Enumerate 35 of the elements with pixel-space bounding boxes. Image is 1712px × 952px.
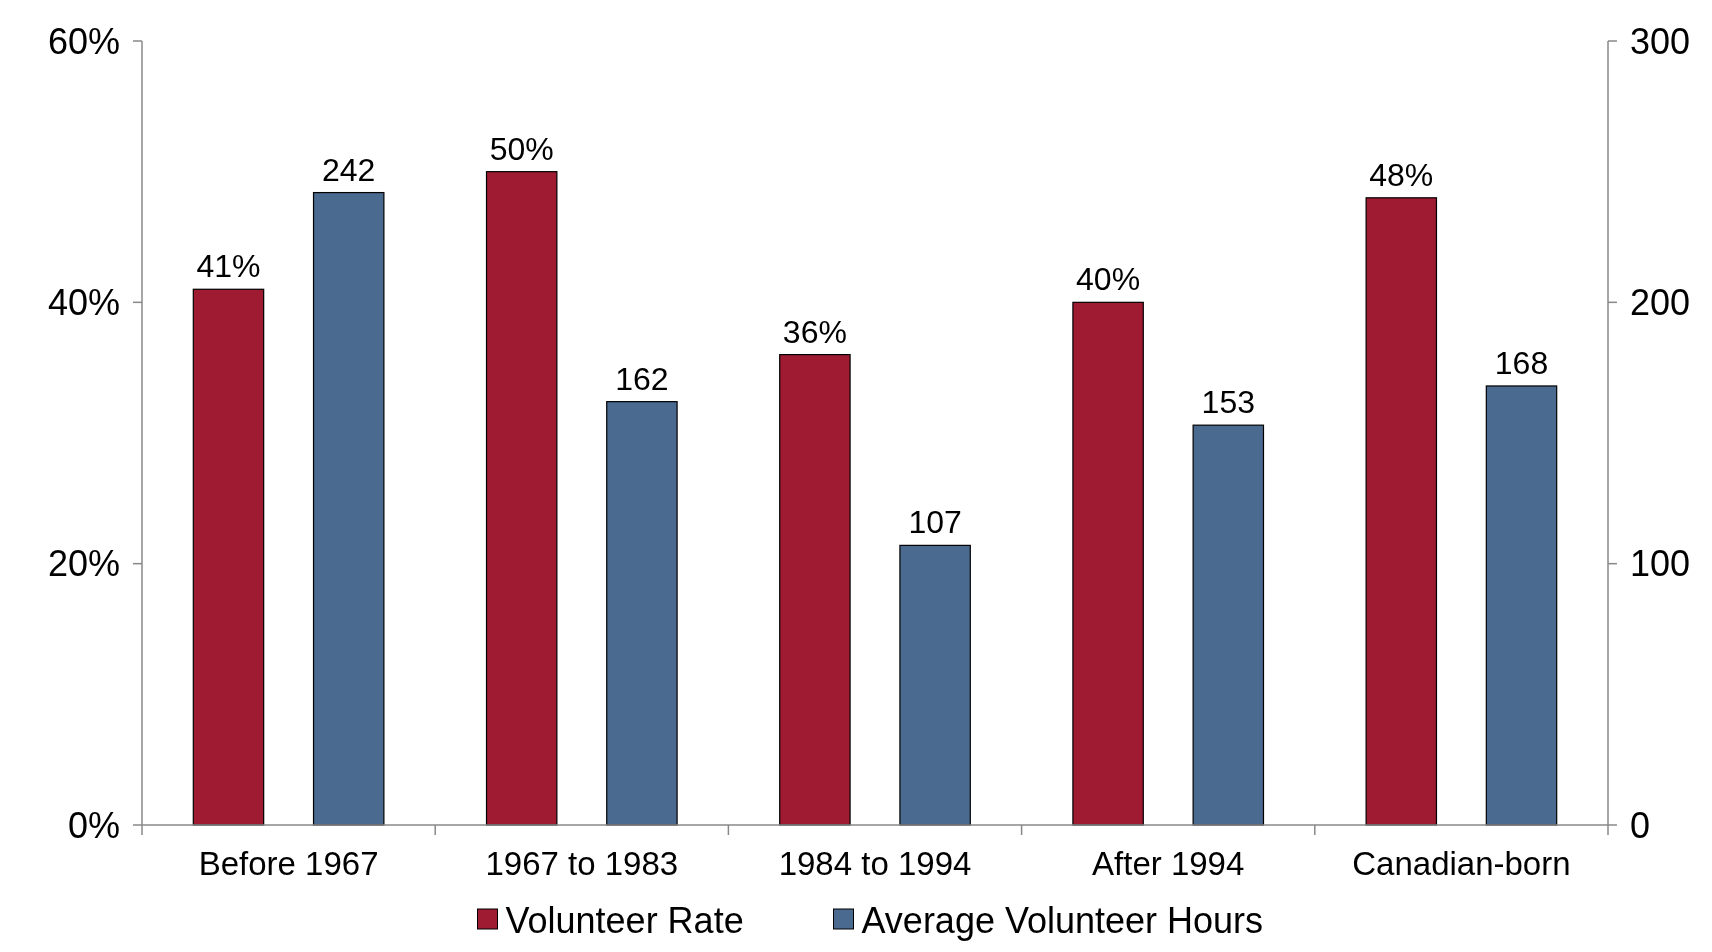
y-tick-label: 0% <box>67 804 120 846</box>
data-label: 50% <box>489 130 554 167</box>
bar <box>192 288 265 826</box>
x-tick-label: 1967 to 1983 <box>485 845 679 882</box>
data-label: 40% <box>1076 261 1141 298</box>
data-label: 41% <box>196 248 261 285</box>
y-tick-label: 60% <box>47 20 120 62</box>
bar <box>1072 301 1144 826</box>
y2-tick-label: 300 <box>1630 20 1691 62</box>
bar <box>899 544 971 826</box>
bar <box>1192 424 1265 826</box>
data-label: 168 <box>1494 344 1549 381</box>
data-label: 107 <box>908 504 962 541</box>
y-tick-label: 40% <box>47 281 120 323</box>
data-label: 36% <box>782 313 847 350</box>
bar <box>1485 385 1558 826</box>
data-label: 48% <box>1369 156 1434 193</box>
x-tick-label: Canadian-born <box>1352 845 1571 882</box>
bar <box>779 354 851 826</box>
bar <box>606 401 678 826</box>
legend-label: Volunteer Rate <box>505 899 744 941</box>
data-label: 162 <box>615 360 669 397</box>
bar <box>485 171 558 826</box>
y-tick-label: 20% <box>47 543 120 585</box>
y2-tick-label: 200 <box>1630 281 1691 323</box>
y2-tick-label: 100 <box>1630 543 1691 585</box>
bar <box>1365 197 1438 826</box>
y2-tick-label: 0 <box>1630 804 1651 846</box>
bar <box>312 191 385 826</box>
x-tick-label: Before 1967 <box>198 845 379 882</box>
data-label: 242 <box>322 151 376 188</box>
x-tick-label: 1984 to 1994 <box>778 845 972 882</box>
data-label: 153 <box>1201 384 1255 421</box>
legend-label: Average Volunteer Hours <box>861 899 1264 941</box>
x-tick-label: After 1994 <box>1092 845 1245 882</box>
